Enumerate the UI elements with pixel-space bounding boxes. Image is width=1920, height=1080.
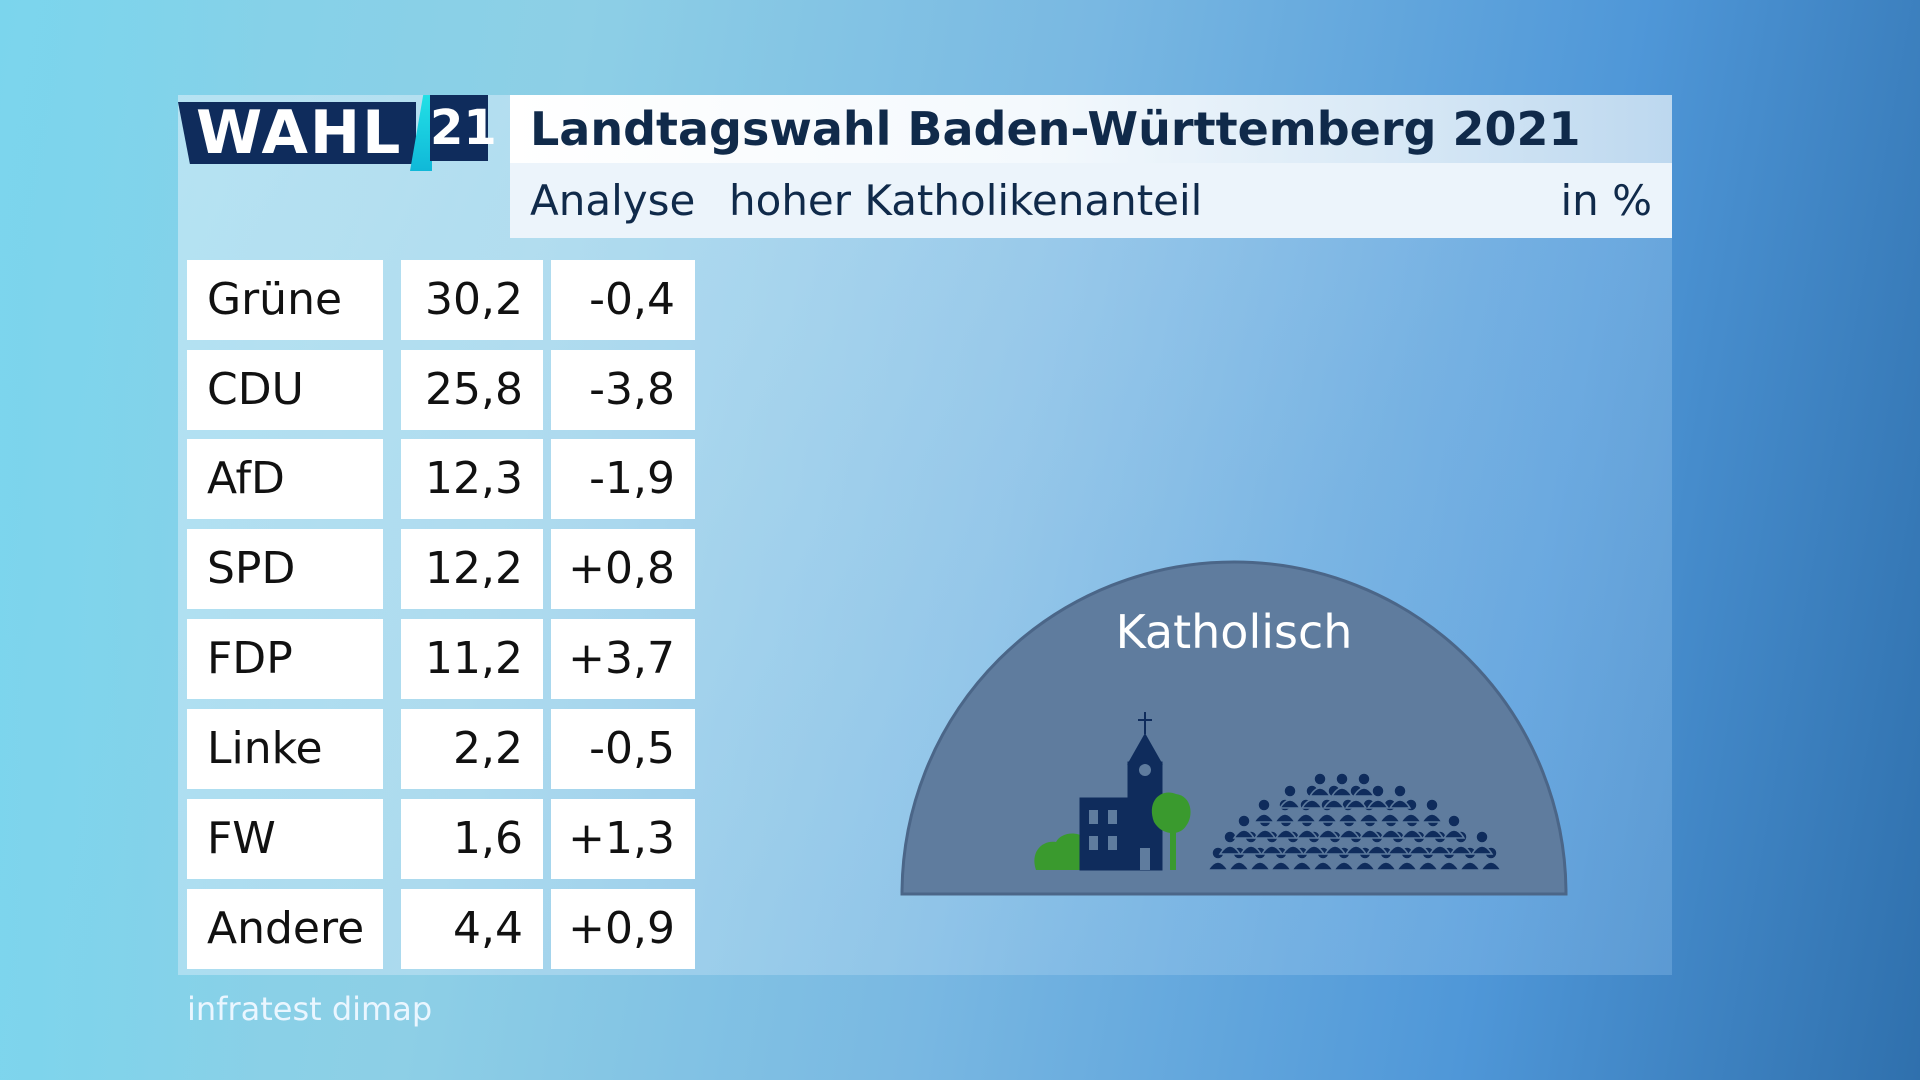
party-cell: Linke (187, 709, 383, 789)
change-cell: +1,3 (551, 799, 695, 879)
tree-icon (1151, 792, 1191, 870)
table-row: CDU 25,8 -3,8 (187, 350, 695, 430)
value-cell: 4,4 (401, 889, 543, 969)
table-row: FW 1,6 +1,3 (187, 799, 695, 879)
illustration-label: Katholisch (1115, 605, 1353, 659)
party-cell: FW (187, 799, 383, 879)
wahl21-logo: WAHL 21 (178, 95, 508, 171)
table-row: Grüne 30,2 -0,4 (187, 260, 695, 340)
logo-word: WAHL (178, 102, 416, 164)
unit-label: in % (1560, 176, 1652, 225)
subtitle-filter: hoher Katholikenanteil (729, 176, 1203, 225)
party-cell: Andere (187, 889, 383, 969)
value-cell: 12,2 (401, 529, 543, 609)
change-cell: +0,9 (551, 889, 695, 969)
value-cell: 11,2 (401, 619, 543, 699)
source-credit: infratest dimap (187, 990, 433, 1028)
table-row: Linke 2,2 -0,5 (187, 709, 695, 789)
value-cell: 1,6 (401, 799, 543, 879)
party-cell: AfD (187, 439, 383, 519)
table-row: SPD 12,2 +0,8 (187, 529, 695, 609)
crowd-icon (1206, 772, 1503, 871)
page-title: Landtagswahl Baden-Württemberg 2021 (510, 95, 1672, 163)
value-cell: 12,3 (401, 439, 543, 519)
value-cell: 25,8 (401, 350, 543, 430)
change-cell: -0,4 (551, 260, 695, 340)
party-cell: FDP (187, 619, 383, 699)
subtitle-analyse: Analyse (530, 176, 696, 225)
church-icon (1079, 712, 1163, 871)
value-cell: 2,2 (401, 709, 543, 789)
catholic-illustration (900, 560, 1568, 896)
party-cell: SPD (187, 529, 383, 609)
change-cell: -3,8 (551, 350, 695, 430)
party-cell: CDU (187, 350, 383, 430)
change-cell: +0,8 (551, 529, 695, 609)
dome-shape (900, 560, 1568, 896)
party-cell: Grüne (187, 260, 383, 340)
subtitle-bar: Analyse hoher Katholikenanteil in % (510, 163, 1672, 238)
change-cell: +3,7 (551, 619, 695, 699)
table-row: FDP 11,2 +3,7 (187, 619, 695, 699)
change-cell: -1,9 (551, 439, 695, 519)
logo-number: 21 (430, 95, 497, 161)
table-row: Andere 4,4 +0,9 (187, 889, 695, 969)
value-cell: 30,2 (401, 260, 543, 340)
table-row: AfD 12,3 -1,9 (187, 439, 695, 519)
change-cell: -0,5 (551, 709, 695, 789)
